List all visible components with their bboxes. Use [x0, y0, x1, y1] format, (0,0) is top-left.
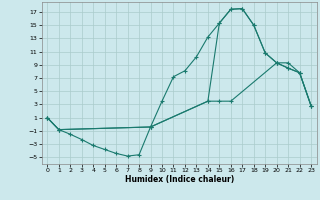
X-axis label: Humidex (Indice chaleur): Humidex (Indice chaleur): [124, 175, 234, 184]
